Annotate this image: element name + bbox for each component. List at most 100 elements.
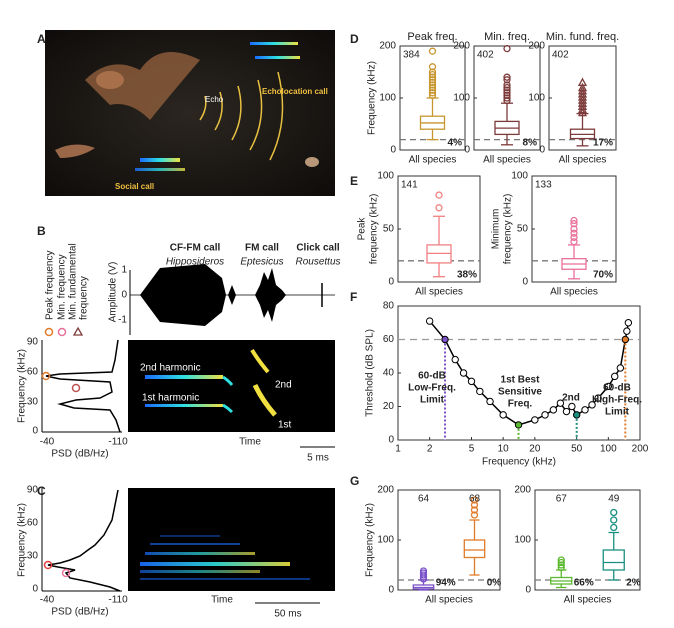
- outlier: [503, 96, 511, 105]
- point: [499, 411, 507, 419]
- y-axis-label: Frequency (kHz): [367, 61, 378, 135]
- point: [531, 416, 539, 424]
- tick-label: -40: [40, 595, 55, 606]
- x-axis-label: All species: [559, 155, 607, 166]
- x-tick-label: 50: [571, 444, 583, 455]
- y-tick-label: 60: [383, 334, 395, 345]
- outlier: [470, 501, 479, 509]
- panel-label: G: [350, 474, 359, 488]
- tick-label: 60: [27, 518, 39, 529]
- outlier: [435, 191, 443, 199]
- spectrogram: [128, 340, 335, 432]
- outlier: [503, 94, 511, 102]
- point: [623, 327, 631, 335]
- legend-marker: [44, 327, 54, 337]
- outlier: [428, 70, 437, 79]
- count-label: 67: [556, 494, 568, 505]
- percent-label: 4%: [448, 138, 463, 149]
- percent-label: 38%: [457, 270, 477, 281]
- tick-label: 90: [27, 485, 39, 496]
- y-tick-label: 0: [388, 585, 394, 596]
- annotation: 1st harmonic: [142, 393, 199, 404]
- count-label: 68: [469, 494, 481, 505]
- outlier: [503, 44, 511, 53]
- outlier: [428, 91, 437, 100]
- y-tick-label: 0: [539, 145, 545, 156]
- point: [441, 335, 449, 344]
- tick-label: -110: [108, 437, 128, 448]
- panel-label: B: [37, 224, 46, 238]
- point: [572, 411, 581, 419]
- outlier: [503, 73, 511, 81]
- point: [451, 355, 459, 364]
- axis-label: PSD (dB/Hz): [51, 449, 108, 460]
- outlier: [557, 558, 565, 567]
- outlier: [570, 220, 578, 228]
- scale-label: 50 ms: [274, 609, 301, 620]
- point: [514, 421, 523, 429]
- legend-label: Peak frequency: [45, 251, 56, 321]
- call-name: Click call: [296, 243, 340, 254]
- psd-plot: [41, 339, 122, 433]
- chart-title: Min. freq.: [484, 31, 530, 43]
- outlier: [503, 81, 511, 89]
- outlier: [503, 89, 511, 97]
- axis-label: Frequency (kHz): [17, 349, 28, 423]
- x-axis-label: All species: [483, 155, 531, 166]
- outlier: [577, 82, 588, 92]
- percent-label: 17%: [593, 138, 613, 149]
- y-tick-label: 200: [379, 41, 396, 52]
- count-label: 402: [552, 50, 569, 61]
- count-label: 64: [418, 494, 430, 505]
- percent-label: 0%: [487, 578, 502, 589]
- outlier: [503, 76, 511, 84]
- annotation: High-Freq.: [592, 395, 642, 406]
- y-tick-label: 0: [464, 145, 470, 156]
- point: [581, 406, 589, 414]
- y-tick-label: 0: [525, 585, 531, 596]
- outlier: [570, 233, 578, 242]
- point: [425, 317, 434, 325]
- point: [604, 382, 613, 391]
- x-axis-label: Frequency (kHz): [482, 457, 556, 468]
- panel-a-image: [45, 30, 335, 196]
- legend-marker: [57, 327, 67, 337]
- percent-label: 2%: [626, 578, 641, 589]
- y-tick-label: 0: [522, 277, 528, 288]
- y-axis-label: frequency (kHz): [503, 194, 514, 265]
- x-tick-label: 2: [427, 444, 433, 455]
- axis-label: Frequency (kHz): [17, 503, 28, 577]
- x-axis-label: All species: [415, 287, 463, 298]
- x-axis-label: All species: [564, 595, 612, 606]
- outlier: [610, 523, 618, 532]
- outlier: [570, 238, 578, 246]
- y-tick-label: 100: [453, 93, 470, 104]
- tick-label: 90: [27, 337, 39, 348]
- y-tick-label: 100: [379, 93, 396, 104]
- tick-label: 30: [27, 551, 39, 562]
- outlier: [557, 561, 565, 569]
- y-tick-label: 100: [377, 535, 394, 546]
- point: [588, 401, 596, 409]
- outlier: [419, 567, 428, 575]
- count-label: 49: [608, 494, 620, 505]
- spectrogram: [128, 488, 335, 591]
- y-axis-label: Minimum: [491, 209, 502, 250]
- outlier: [503, 83, 511, 92]
- outlier: [503, 86, 511, 94]
- call-genus: Eptesicus: [240, 257, 283, 268]
- percent-label: 70%: [593, 270, 613, 281]
- percent-label: 8%: [523, 138, 538, 149]
- annotation: Social call: [115, 182, 154, 191]
- y-tick-label: 100: [528, 93, 545, 104]
- tick-label: 60: [27, 367, 39, 378]
- y-tick-label: 0: [390, 145, 396, 156]
- waveform: [129, 264, 335, 335]
- x-axis-label: All species: [550, 287, 598, 298]
- point: [616, 364, 625, 372]
- x-axis-label: All species: [425, 595, 473, 606]
- x-tick-label: 10: [498, 444, 510, 455]
- count-label: 141: [401, 180, 418, 191]
- tick-label: 30: [27, 397, 39, 408]
